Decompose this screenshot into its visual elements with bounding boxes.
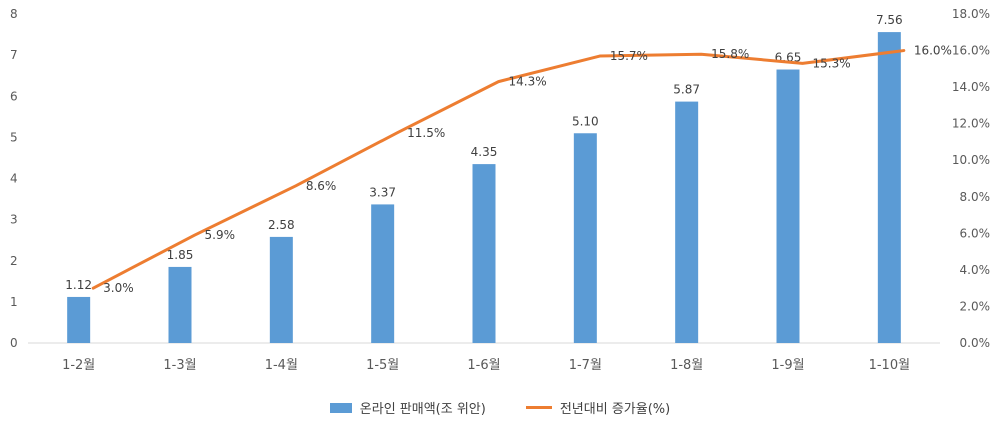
legend-line-swatch [525,406,552,409]
right-axis-tick-label: 0.0% [960,336,991,350]
bar [168,266,192,343]
bar-value-label: 2.58 [268,218,295,232]
line-value-label: 3.0% [103,281,133,295]
x-axis-tick-label: 1-5월 [366,358,399,373]
x-axis-category-labels: 1-2월 1-3월 1-4월 1-5월 1-6월 1-7월 1-8월 1-9월 1-10월 [62,358,910,373]
line-value-label: 15.7% [610,49,648,63]
bar-value-label: 4.35 [471,145,498,159]
left-axis-tick-label: 6 [10,89,18,103]
left-axis-tick-label: 3 [10,213,18,227]
left-axis-ticks: 0 1 2 3 4 5 6 7 8 [10,7,18,350]
bar [877,32,901,343]
legend: 온라인 판매액(조 위안) 전년대비 증가율(%) [0,398,1000,417]
line-value-label: 15.8% [711,47,749,61]
right-axis-tick-label: 2.0% [960,299,991,313]
legend-item-sales: 온라인 판매액(조 위안) [329,398,486,417]
x-axis-tick-label: 1-6월 [467,358,500,373]
left-axis-tick-label: 1 [10,295,18,309]
left-axis-tick-label: 0 [10,336,18,350]
right-axis-tick-label: 4.0% [960,263,991,277]
bar [776,69,800,344]
left-axis-tick-label: 8 [10,7,18,21]
line-value-label: 8.6% [306,179,337,193]
x-axis-tick-label: 1-7월 [569,358,602,373]
line-value-label: 11.5% [407,126,445,140]
legend-label-growth: 전년대비 증가율(%) [559,402,671,417]
x-axis-tick-label: 1-3월 [163,358,196,373]
combo-chart: 0 1 2 3 4 5 6 7 8 0.0% 2.0% 4.0% 6.0% 8.0% 10.0% 12.0%… [10,7,990,373]
bar [675,101,699,343]
right-axis-tick-label: 16.0% [952,44,990,58]
growth-rate-line [91,49,906,290]
legend-bar-swatch [329,402,352,413]
bar-value-label: 7.56 [876,13,903,27]
bar-value-label: 5.87 [673,83,700,97]
right-axis-tick-label: 6.0% [960,226,991,240]
right-axis-tick-label: 12.0% [952,117,990,131]
legend-item-growth: 전년대비 증가율(%) [525,398,671,417]
bar [269,236,293,343]
line-value-label: 5.9% [205,228,236,242]
right-axis-tick-label: 8.0% [960,190,991,204]
x-axis-tick-label: 1-4월 [265,358,298,373]
left-axis-tick-label: 2 [10,254,18,268]
x-axis-tick-label: 1-9월 [771,358,804,373]
bar-value-label: 5.10 [572,114,599,128]
bar [371,204,395,343]
bar-value-label: 1.12 [65,278,92,292]
x-axis-tick-label: 1-10월 [869,358,910,373]
x-axis-tick-label: 1-2월 [62,358,95,373]
legend-label-sales: 온라인 판매액(조 위안) [359,402,486,417]
line-value-label: 14.3% [509,75,547,89]
bar-series [67,32,901,344]
line-value-label: 16.0% [914,44,952,58]
right-axis-ticks: 0.0% 2.0% 4.0% 6.0% 8.0% 10.0% 12.0% 14.0% 16.0%… [952,7,990,350]
line-data-labels: 3.0% 5.9% 8.6% 11.5% 14.3% 15.7% 15.8% 15.3% 16.… [103,44,952,296]
x-axis-tick-label: 1-8월 [670,358,703,373]
bar [67,296,91,343]
left-axis-tick-label: 5 [10,130,18,144]
bar [573,133,597,343]
left-axis-tick-label: 4 [10,172,18,186]
bar [472,164,496,343]
left-axis-tick-label: 7 [10,48,18,62]
right-axis-tick-label: 10.0% [952,153,990,167]
line-value-label: 15.3% [813,56,851,70]
bar-value-label: 1.85 [167,248,194,262]
bar-value-label: 3.37 [369,185,396,199]
right-axis-tick-label: 18.0% [952,7,990,21]
right-axis-tick-label: 14.0% [952,80,990,94]
